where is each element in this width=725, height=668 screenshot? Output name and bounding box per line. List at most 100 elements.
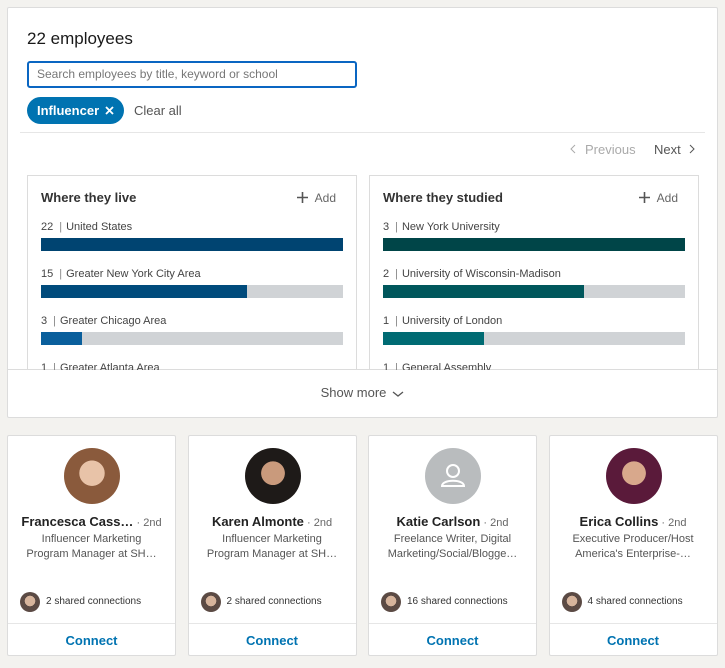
title: 22 employees [27, 29, 133, 48]
item-count: 15 [41, 268, 54, 280]
item-label: 15 | Greater New York City Area [41, 268, 201, 280]
shared-connections: 2 shared connections [46, 596, 142, 607]
separator: | [59, 268, 63, 280]
item-label: 1 | Greater Atlanta Area [41, 362, 160, 370]
item-count: 1 [383, 315, 390, 327]
panel-title: Where they live [41, 190, 137, 205]
person-card: Erica Collins · 2nd Executive Producer/Ho… [548, 435, 718, 656]
connect-button[interactable]: Connect [426, 633, 479, 648]
item-label: 22 | United States [41, 221, 132, 233]
previous-button[interactable]: Previous [569, 142, 636, 157]
connect-button[interactable]: Connect [246, 633, 298, 648]
separator: | [395, 268, 398, 280]
bar-track [383, 285, 685, 298]
item-label: 3 | New York University [383, 221, 500, 233]
separator: | [395, 221, 398, 233]
name: Erica Collins [579, 514, 659, 529]
person-name[interactable]: Katie Carlson · 2nd [369, 514, 536, 529]
shared-connections: 16 shared connections [407, 596, 508, 607]
show-more-label: Show more [320, 385, 387, 400]
bar [383, 238, 685, 251]
bar-track [41, 238, 343, 251]
item-count: 2 [383, 268, 390, 280]
item-label: 3 | Greater Chicago Area [41, 315, 166, 327]
previous-label: Previous [585, 142, 636, 157]
person-card: Karen Almonte · 2nd Influencer Marketing P… [187, 435, 357, 656]
divider [8, 369, 717, 370]
headline: Freelance Writer, Digital [393, 533, 512, 545]
avatar [605, 448, 662, 504]
headline: Marketing/Social/Blogge… [387, 548, 518, 560]
insight-panel: Where they live Add 22 | United States 15 | Gre… [27, 175, 357, 370]
name: Karen Almonte [211, 514, 304, 529]
separator: · [133, 517, 144, 529]
separator: | [395, 315, 398, 327]
add-button[interactable]: Add [296, 191, 336, 205]
avatar [244, 448, 301, 504]
item-name: Greater Atlanta Area [59, 362, 160, 370]
bar [41, 285, 247, 298]
person-name[interactable]: Karen Almonte · 2nd [189, 514, 356, 529]
item-count: 3 [383, 221, 390, 233]
employees-card: 22 employees Search employees by title, … [7, 7, 718, 418]
person-name[interactable]: Francesca Cass… · 2nd [8, 514, 175, 529]
item-name: University of London [401, 315, 503, 327]
headline: America's Enterprise-… [575, 548, 691, 560]
plus-icon [296, 192, 308, 203]
separator: | [59, 221, 63, 233]
bar-track [383, 238, 685, 251]
clear-all[interactable]: Clear all [134, 103, 182, 118]
person-card: Katie Carlson · 2nd Freelance Writer, Dig… [368, 435, 537, 656]
bar-track [41, 285, 343, 298]
degree: 2nd [143, 517, 162, 529]
placeholder-icon [440, 464, 466, 487]
add-label: Add [656, 191, 678, 205]
degree: 2nd [668, 517, 687, 529]
chevron-down [392, 391, 404, 397]
degree: 2nd [313, 517, 333, 529]
connect-button[interactable]: Connect [65, 633, 118, 648]
remove-icon [105, 106, 114, 115]
item-count: 1 [383, 362, 390, 370]
item-count: 22 [41, 221, 54, 233]
shared-connections: 4 shared connections [587, 596, 683, 607]
name: Katie Carlson [396, 514, 481, 529]
separator: · [303, 517, 314, 529]
filter-pill[interactable]: Influencer [27, 97, 124, 124]
panel-title: Where they studied [383, 190, 503, 205]
next-button[interactable]: Next [654, 142, 697, 157]
bar [383, 332, 484, 345]
item-name: New York University [401, 221, 500, 233]
item-count: 3 [41, 315, 48, 327]
bar-track [383, 332, 685, 345]
mini-avatar [381, 592, 401, 612]
separator: | [53, 315, 56, 327]
item-name: United States [66, 221, 133, 233]
item-count: 1 [41, 362, 48, 370]
separator: | [53, 362, 56, 370]
show-more[interactable]: Show more [8, 385, 717, 400]
mini-avatar [200, 592, 221, 612]
name: Francesca Cass… [21, 514, 134, 529]
mini-avatar [561, 592, 582, 612]
bar [41, 238, 343, 251]
person-name[interactable]: Erica Collins · 2nd [550, 514, 717, 529]
shared-connections: 2 shared connections [226, 596, 322, 607]
divider [20, 132, 705, 133]
chevron-left [570, 144, 576, 154]
bar [383, 285, 585, 298]
headline: Executive Producer/Host [572, 533, 694, 545]
divider [549, 623, 717, 624]
item-name: University of Wisconsin-Madison [401, 268, 561, 280]
item-label: 1 | General Assembly [383, 362, 491, 370]
headline: Program Manager at SH… [206, 548, 338, 560]
avatar [425, 448, 481, 504]
connect-button[interactable]: Connect [607, 633, 659, 648]
search-input[interactable]: Search employees by title, keyword or sc… [27, 61, 357, 88]
avatar [64, 448, 120, 504]
divider [369, 623, 536, 624]
add-button[interactable]: Add [638, 191, 678, 205]
separator: · [480, 517, 491, 529]
bar [41, 332, 83, 345]
